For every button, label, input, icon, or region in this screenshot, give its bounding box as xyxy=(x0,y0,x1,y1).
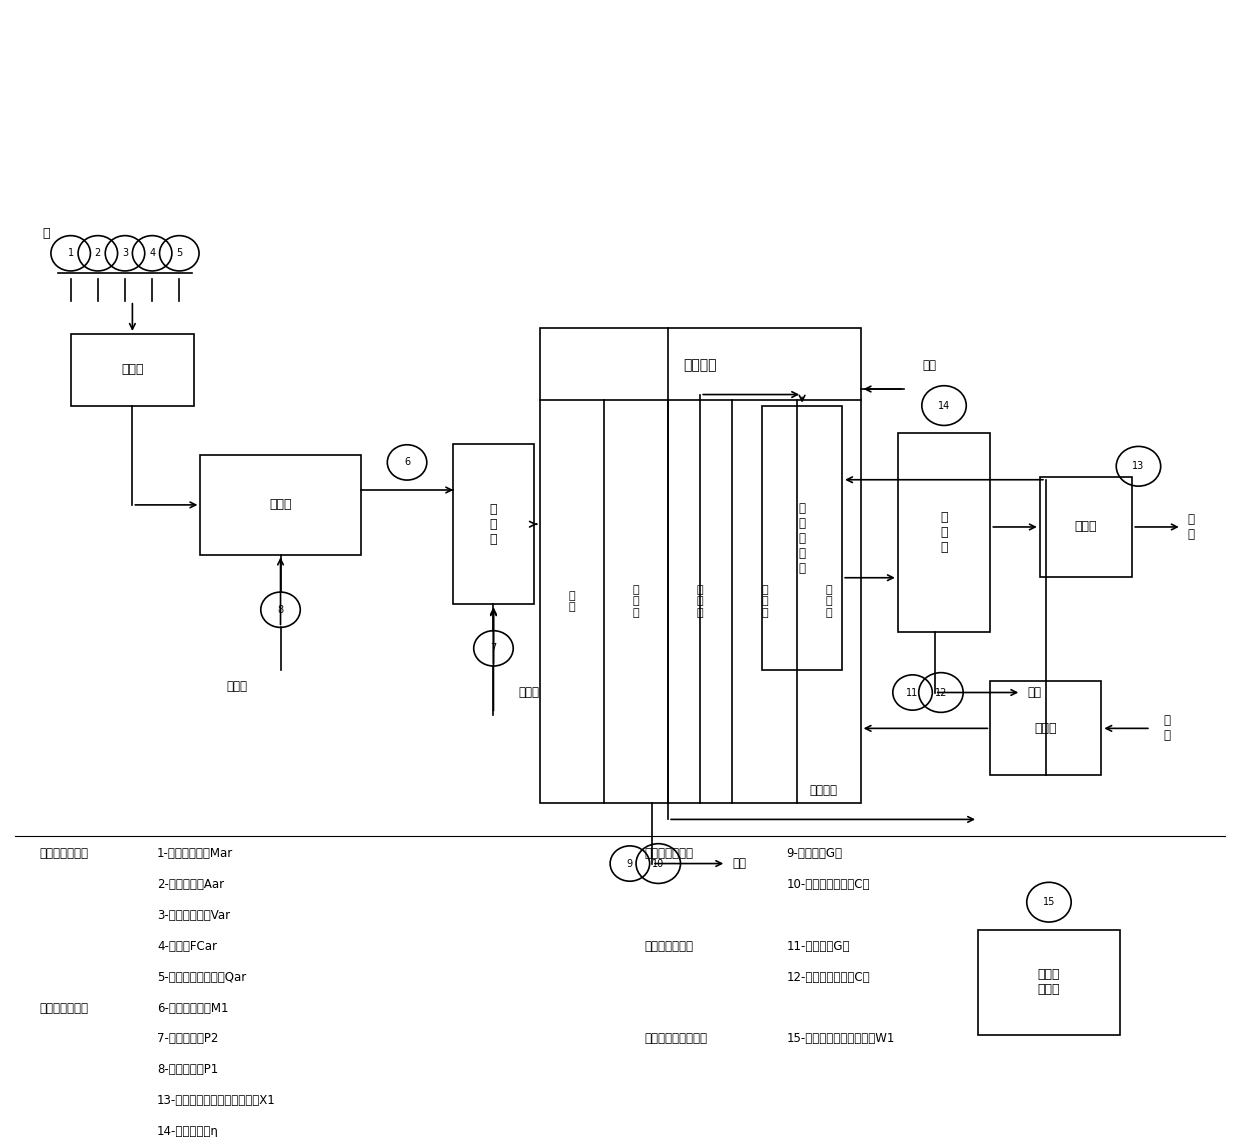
Text: 汽轮发
电机组: 汽轮发 电机组 xyxy=(1038,969,1060,996)
Text: 煤: 煤 xyxy=(42,227,50,240)
Text: 炉渣: 炉渣 xyxy=(733,857,746,870)
Text: 锅炉本体: 锅炉本体 xyxy=(683,358,717,372)
FancyBboxPatch shape xyxy=(201,455,361,555)
FancyBboxPatch shape xyxy=(71,334,195,406)
Text: 给煤器: 给煤器 xyxy=(122,363,144,376)
Text: 6: 6 xyxy=(404,457,410,467)
Text: 省
煤
器: 省 煤 器 xyxy=(826,584,832,619)
Text: 煤种性质参数：: 煤种性质参数： xyxy=(40,847,89,860)
Text: 再
热
器: 再 热 器 xyxy=(761,584,768,619)
FancyBboxPatch shape xyxy=(539,329,861,803)
Text: 8: 8 xyxy=(278,605,284,615)
Text: 11-飞灰产量G灰: 11-飞灰产量G灰 xyxy=(786,939,851,953)
Text: 送风机: 送风机 xyxy=(1034,722,1058,735)
Text: 5-收到基低位发热量Qar: 5-收到基低位发热量Qar xyxy=(157,971,247,984)
Text: 3: 3 xyxy=(122,248,128,258)
Text: 给水: 给水 xyxy=(923,359,936,373)
Text: 11: 11 xyxy=(906,688,919,697)
Text: 2-收到基灰分Aar: 2-收到基灰分Aar xyxy=(157,878,224,891)
Text: 二次风: 二次风 xyxy=(518,686,539,699)
Text: 过
热
器: 过 热 器 xyxy=(697,584,703,619)
FancyBboxPatch shape xyxy=(978,930,1120,1035)
Text: 5: 5 xyxy=(176,248,182,258)
Text: 燃
烧
器: 燃 烧 器 xyxy=(490,503,497,546)
Text: 除
尘
器: 除 尘 器 xyxy=(940,511,947,554)
Text: 15: 15 xyxy=(1043,897,1055,907)
Text: 4: 4 xyxy=(149,248,155,258)
Text: 锅炉性质参数：: 锅炉性质参数： xyxy=(40,1002,89,1014)
FancyBboxPatch shape xyxy=(761,406,842,671)
Text: 烟
气: 烟 气 xyxy=(1188,513,1195,541)
Text: 飞灰性质参数：: 飞灰性质参数： xyxy=(645,939,693,953)
Text: 水
冷
壁: 水 冷 壁 xyxy=(632,584,640,619)
Text: 3-收到基挥发分Var: 3-收到基挥发分Var xyxy=(157,908,231,922)
FancyBboxPatch shape xyxy=(991,681,1101,775)
Text: 15-汽轮发电机组的电功率W1: 15-汽轮发电机组的电功率W1 xyxy=(786,1032,895,1045)
Text: 1: 1 xyxy=(68,248,73,258)
Text: 2: 2 xyxy=(94,248,100,258)
Text: 13: 13 xyxy=(1132,462,1145,471)
Text: 12: 12 xyxy=(935,688,947,697)
Text: 飞灰: 飞灰 xyxy=(1028,686,1042,699)
Text: 发电机组性质参数：: 发电机组性质参数： xyxy=(645,1032,708,1045)
Text: 1-收到基全水分Mar: 1-收到基全水分Mar xyxy=(157,847,233,860)
Text: 12-飞灰平均含碳量C灰: 12-飞灰平均含碳量C灰 xyxy=(786,971,870,984)
Text: 13-烟道气中氧气体积百分含量X1: 13-烟道气中氧气体积百分含量X1 xyxy=(157,1094,275,1107)
Text: 7-二次风总压P2: 7-二次风总压P2 xyxy=(157,1032,218,1045)
Text: 4-固定碳FCar: 4-固定碳FCar xyxy=(157,939,217,953)
Text: 9-炉渣产量G渣: 9-炉渣产量G渣 xyxy=(786,847,843,860)
Text: 空
气
预
热
器: 空 气 预 热 器 xyxy=(799,501,806,574)
Text: 引风机: 引风机 xyxy=(1075,521,1097,533)
Text: 14-除尘器效率η: 14-除尘器效率η xyxy=(157,1126,219,1137)
Text: 10: 10 xyxy=(652,858,665,869)
Text: 8-一次风总压P1: 8-一次风总压P1 xyxy=(157,1063,218,1077)
Text: 炉
膛: 炉 膛 xyxy=(569,590,575,612)
Text: 10-炉渣平均含碳量C渣: 10-炉渣平均含碳量C渣 xyxy=(786,878,870,891)
Text: 磨煤机: 磨煤机 xyxy=(269,498,291,512)
FancyBboxPatch shape xyxy=(454,445,533,604)
FancyBboxPatch shape xyxy=(1039,478,1132,576)
Text: 炉渣性质参数：: 炉渣性质参数： xyxy=(645,847,693,860)
Text: 一次风: 一次风 xyxy=(227,680,248,694)
Text: 6-磨煤机给煤量M1: 6-磨煤机给煤量M1 xyxy=(157,1002,228,1014)
Text: 过热蒸汽: 过热蒸汽 xyxy=(808,785,837,797)
Text: 14: 14 xyxy=(937,400,950,410)
Text: 空
气: 空 气 xyxy=(1163,714,1171,742)
Text: 9: 9 xyxy=(626,858,632,869)
Text: 7: 7 xyxy=(490,644,496,654)
FancyBboxPatch shape xyxy=(898,433,991,632)
